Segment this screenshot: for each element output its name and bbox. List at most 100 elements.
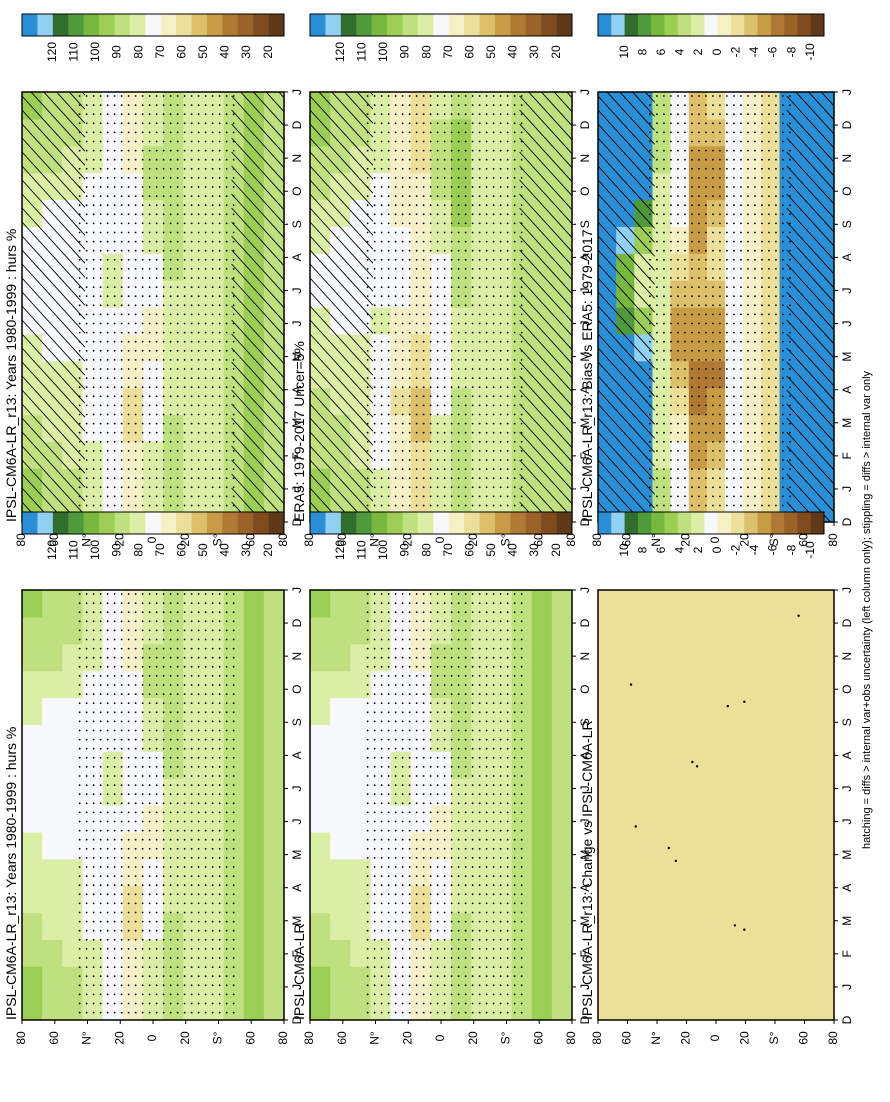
stipple-dot bbox=[106, 431, 109, 434]
stipple-dot bbox=[155, 948, 158, 950]
stipple-dot bbox=[190, 495, 193, 498]
heatmap-cell bbox=[102, 751, 124, 779]
stipple-dot bbox=[401, 113, 404, 116]
stipple-dot bbox=[176, 857, 179, 859]
stipple-dot bbox=[366, 240, 369, 243]
stipple-dot bbox=[225, 720, 228, 723]
x-tick-label: J bbox=[290, 819, 304, 825]
stipple-dot bbox=[106, 711, 109, 714]
heatmap-cell bbox=[183, 670, 204, 699]
stipple-dot bbox=[373, 377, 376, 379]
stipple-dot bbox=[485, 286, 488, 288]
stipple-dot bbox=[78, 104, 81, 106]
stipple-dot bbox=[85, 975, 88, 978]
stipple-dot bbox=[408, 693, 411, 695]
stipple-dot bbox=[183, 948, 186, 950]
stipple-dot bbox=[197, 204, 200, 207]
y-tick-label: 80 bbox=[276, 1031, 290, 1045]
heatmap-cell bbox=[430, 643, 452, 672]
stipple-dot bbox=[513, 122, 516, 125]
stipple-dot bbox=[204, 177, 207, 179]
stipple-dot bbox=[99, 231, 102, 234]
stipple-dot bbox=[422, 149, 425, 152]
stipple-dot bbox=[387, 656, 390, 659]
stipple-dot bbox=[176, 656, 179, 659]
stipple-dot bbox=[127, 240, 130, 243]
stipple-dot bbox=[492, 377, 495, 379]
heatmap-cell bbox=[390, 253, 412, 281]
stipple-dot bbox=[506, 431, 509, 434]
stipple-dot bbox=[127, 811, 130, 814]
stipple-dot bbox=[155, 149, 158, 152]
stipple-dot bbox=[225, 1002, 228, 1005]
stipple-dot bbox=[99, 775, 102, 777]
stipple-dot bbox=[113, 884, 116, 887]
hatch-line bbox=[231, 109, 284, 168]
stipple-dot bbox=[85, 495, 88, 498]
stipple-dot bbox=[387, 304, 390, 307]
stipple-dot bbox=[422, 158, 425, 161]
heatmap-cell bbox=[451, 778, 472, 806]
stipple-dot bbox=[155, 286, 158, 288]
stipple-dot bbox=[436, 359, 439, 361]
stipple-dot bbox=[148, 784, 151, 786]
stipple-dot bbox=[464, 213, 467, 216]
stipple-dot bbox=[183, 395, 186, 398]
stipple-dot bbox=[197, 811, 200, 814]
chart-title: IPSL-CM6A-LR_r13: Years 1980-1999 : hurs… bbox=[3, 229, 19, 522]
stipple-dot bbox=[155, 756, 158, 759]
stipple-dot bbox=[232, 431, 235, 434]
stipple-dot bbox=[373, 231, 376, 234]
stipple-dot bbox=[225, 911, 228, 914]
stipple-dot bbox=[422, 684, 425, 686]
stipple-dot bbox=[134, 240, 137, 243]
stipple-dot bbox=[401, 957, 404, 959]
stipple-dot bbox=[85, 629, 88, 632]
stipple-dot bbox=[106, 693, 109, 695]
stipple-dot bbox=[190, 450, 193, 452]
stipple-dot bbox=[211, 611, 214, 614]
stipple-dot bbox=[176, 875, 179, 877]
stipple-dot bbox=[366, 349, 369, 352]
stipple-dot bbox=[499, 122, 502, 125]
stipple-dot bbox=[176, 177, 179, 179]
stipple-dot bbox=[436, 377, 439, 379]
stipple-dot bbox=[78, 349, 81, 352]
heatmap-cell bbox=[82, 912, 104, 940]
heatmap-cell bbox=[22, 307, 43, 335]
stipple-dot bbox=[197, 957, 200, 959]
heatmap-cell bbox=[142, 858, 164, 887]
hatch-line bbox=[22, 473, 67, 522]
stipple-dot bbox=[373, 386, 376, 389]
hatch-line bbox=[310, 221, 374, 292]
stipple-dot bbox=[506, 395, 509, 398]
stipple-dot bbox=[169, 368, 172, 370]
stipple-dot bbox=[232, 386, 235, 389]
heatmap-cell bbox=[142, 643, 164, 672]
stipple-dot bbox=[211, 149, 214, 152]
stipple-dot bbox=[155, 938, 158, 941]
stipple-dot bbox=[148, 966, 151, 968]
heatmap-cell bbox=[122, 280, 144, 308]
stipple-dot bbox=[513, 395, 516, 398]
heatmap-cell bbox=[310, 885, 331, 914]
heatmap-cell bbox=[430, 912, 452, 940]
stipple-dot bbox=[401, 593, 404, 595]
stipple-dot bbox=[106, 829, 109, 832]
stipple-dot bbox=[443, 486, 446, 489]
stipple-dot bbox=[478, 195, 481, 198]
stipple-dot bbox=[85, 167, 88, 170]
hatch-line bbox=[519, 249, 572, 308]
stipple-dot bbox=[169, 231, 172, 234]
colorbar-swatch bbox=[68, 512, 84, 534]
stipple-dot bbox=[401, 240, 404, 243]
stipple-dot bbox=[408, 258, 411, 261]
stipple-dot bbox=[520, 195, 523, 198]
stipple-dot bbox=[499, 431, 502, 434]
stipple-dot bbox=[211, 95, 214, 97]
stipple-dot bbox=[513, 349, 516, 352]
stipple-dot bbox=[197, 984, 200, 987]
heatmap-cell bbox=[430, 333, 452, 362]
stipple-dot bbox=[225, 313, 228, 316]
stipple-dot bbox=[443, 504, 446, 507]
